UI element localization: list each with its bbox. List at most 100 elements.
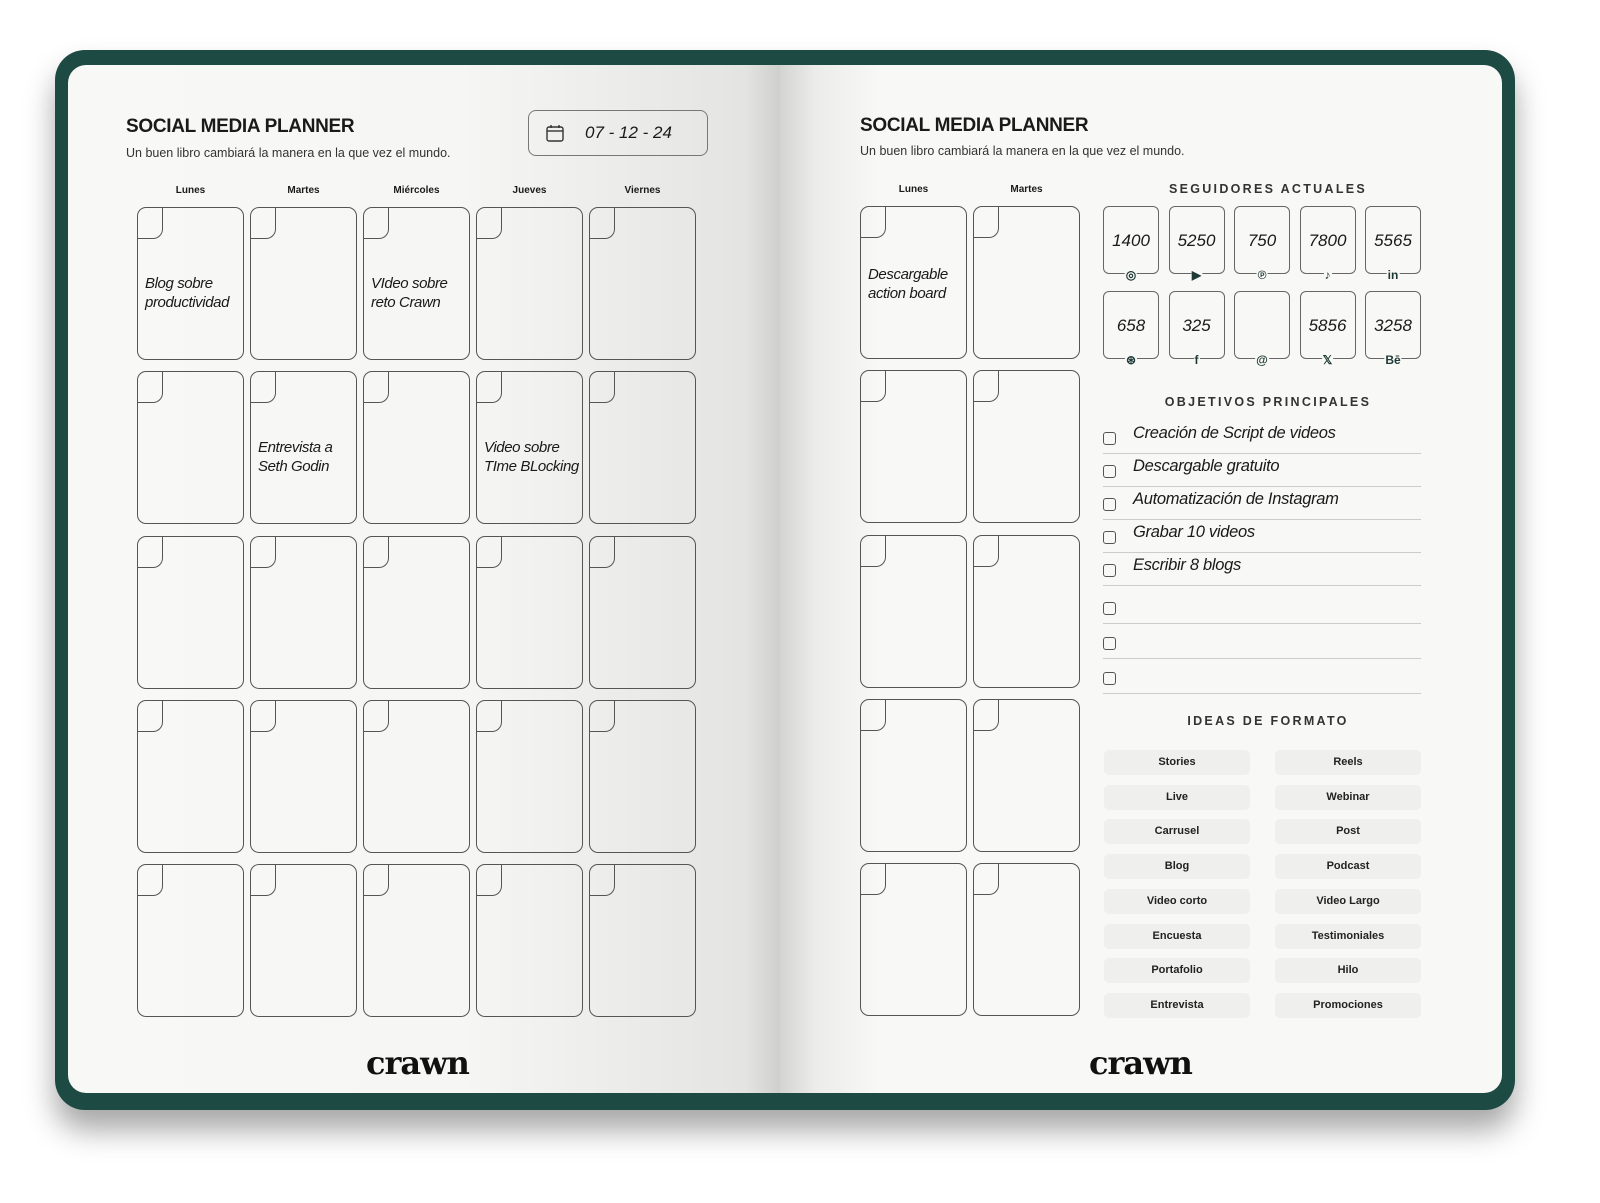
page-title: SOCIAL MEDIA PLANNER — [126, 116, 355, 137]
day-cell[interactable] — [860, 863, 967, 1016]
corner-fold — [476, 207, 502, 239]
day-cell[interactable] — [476, 536, 583, 689]
day-cell[interactable] — [860, 699, 967, 852]
format-tag[interactable]: Video Largo — [1275, 888, 1421, 914]
corner-fold — [250, 864, 276, 896]
day-cell[interactable] — [476, 864, 583, 1017]
day-cell[interactable] — [250, 864, 357, 1017]
day-cell[interactable]: Entrevista a Seth Godin — [250, 371, 357, 524]
follower-box: @ — [1234, 291, 1290, 367]
day-cell[interactable] — [137, 536, 244, 689]
corner-fold — [137, 207, 163, 239]
day-cell[interactable] — [476, 207, 583, 360]
format-tag[interactable]: Testimoniales — [1275, 923, 1421, 949]
corner-fold — [137, 700, 163, 732]
format-tag[interactable]: Portafolio — [1104, 958, 1250, 984]
format-tag[interactable]: Entrevista — [1104, 992, 1250, 1018]
behance-icon: Bē — [1384, 353, 1402, 367]
goal-checkbox[interactable] — [1103, 602, 1116, 615]
day-cell[interactable] — [250, 700, 357, 853]
page-subtitle: Un buen libro cambiará la manera en la q… — [126, 146, 451, 160]
goal-checkbox[interactable] — [1103, 564, 1116, 577]
followers-heading: SEGUIDORES ACTUALES — [1168, 182, 1368, 196]
cell-note: Blog sobre productividad — [145, 275, 230, 311]
corner-fold — [973, 370, 999, 402]
format-tag[interactable]: Encuesta — [1104, 923, 1250, 949]
day-cell[interactable] — [363, 700, 470, 853]
goal-checkbox[interactable] — [1103, 465, 1116, 478]
cell-note: Descargable action board — [868, 266, 948, 302]
follower-count: 325 — [1182, 316, 1211, 335]
day-header: Jueves — [512, 185, 547, 196]
day-cell[interactable]: Video sobre TIme BLocking — [476, 371, 583, 524]
goal-item — [1103, 625, 1421, 659]
day-cell[interactable] — [589, 371, 696, 524]
goal-text: Grabar 10 videos — [1133, 523, 1255, 541]
goal-checkbox[interactable] — [1103, 672, 1116, 685]
corner-fold — [589, 864, 615, 896]
corner-fold — [363, 371, 389, 403]
corner-fold — [250, 700, 276, 732]
date-field[interactable]: 07 - 12 - 24 — [528, 110, 708, 156]
format-tag[interactable]: Hilo — [1275, 958, 1421, 984]
day-cell[interactable] — [363, 536, 470, 689]
day-cell[interactable] — [137, 371, 244, 524]
corner-fold — [363, 700, 389, 732]
goal-checkbox[interactable] — [1103, 432, 1116, 445]
goal-item — [1103, 590, 1421, 624]
day-cell[interactable] — [476, 700, 583, 853]
format-tag[interactable]: Live — [1104, 784, 1250, 810]
day-cell[interactable] — [973, 863, 1080, 1016]
day-cell[interactable] — [973, 370, 1080, 523]
day-cell[interactable] — [363, 864, 470, 1017]
day-cell[interactable] — [973, 535, 1080, 688]
format-tag[interactable]: Webinar — [1275, 784, 1421, 810]
day-cell[interactable] — [250, 536, 357, 689]
corner-fold — [137, 864, 163, 896]
format-tag[interactable]: Carrusel — [1104, 819, 1250, 845]
day-cell[interactable]: Descargable action board — [860, 206, 967, 359]
day-header: Lunes — [898, 184, 929, 195]
goal-item — [1103, 660, 1421, 694]
day-cell[interactable] — [589, 864, 696, 1017]
day-cell[interactable] — [250, 207, 357, 360]
goals-heading: OBJETIVOS PRINCIPALES — [1164, 395, 1372, 409]
format-tag[interactable]: Blog — [1104, 854, 1250, 880]
day-cell[interactable] — [860, 535, 967, 688]
corner-fold — [860, 699, 886, 731]
day-cell[interactable] — [589, 536, 696, 689]
corner-fold — [589, 207, 615, 239]
left-page — [68, 65, 780, 1093]
day-cell[interactable] — [137, 864, 244, 1017]
format-tag[interactable]: Reels — [1275, 750, 1421, 775]
follower-count: 750 — [1247, 231, 1277, 250]
corner-fold — [860, 863, 886, 895]
day-cell[interactable]: Blog sobre productividad — [137, 207, 244, 360]
day-cell[interactable] — [589, 700, 696, 853]
day-cell[interactable] — [973, 699, 1080, 852]
goal-item: Creación de Script de videos — [1103, 420, 1421, 454]
day-cell[interactable] — [363, 371, 470, 524]
tiktok-icon: ♪ — [1323, 268, 1332, 282]
day-cell[interactable] — [973, 206, 1080, 359]
format-tag[interactable]: Video corto — [1104, 888, 1250, 914]
corner-fold — [973, 535, 999, 567]
instagram-icon: ◎ — [1124, 268, 1138, 282]
day-cell[interactable] — [589, 207, 696, 360]
goal-checkbox[interactable] — [1103, 637, 1116, 650]
goal-item: Automatización de Instagram — [1103, 486, 1421, 520]
format-tag[interactable]: Stories — [1104, 750, 1250, 775]
format-tag[interactable]: Podcast — [1275, 854, 1421, 880]
day-header: Martes — [1010, 184, 1043, 195]
format-tag[interactable]: Promociones — [1275, 992, 1421, 1018]
follower-box: 5565 in — [1365, 206, 1421, 282]
goal-checkbox[interactable] — [1103, 498, 1116, 511]
goal-checkbox[interactable] — [1103, 531, 1116, 544]
day-cell[interactable]: VIdeo sobre reto Crawn — [363, 207, 470, 360]
linkedin-icon: in — [1386, 268, 1400, 282]
format-tag[interactable]: Post — [1275, 819, 1421, 845]
follower-box: 5856 𝕏 — [1299, 291, 1356, 367]
day-cell[interactable] — [860, 370, 967, 523]
day-cell[interactable] — [137, 700, 244, 853]
corner-fold — [973, 863, 999, 895]
